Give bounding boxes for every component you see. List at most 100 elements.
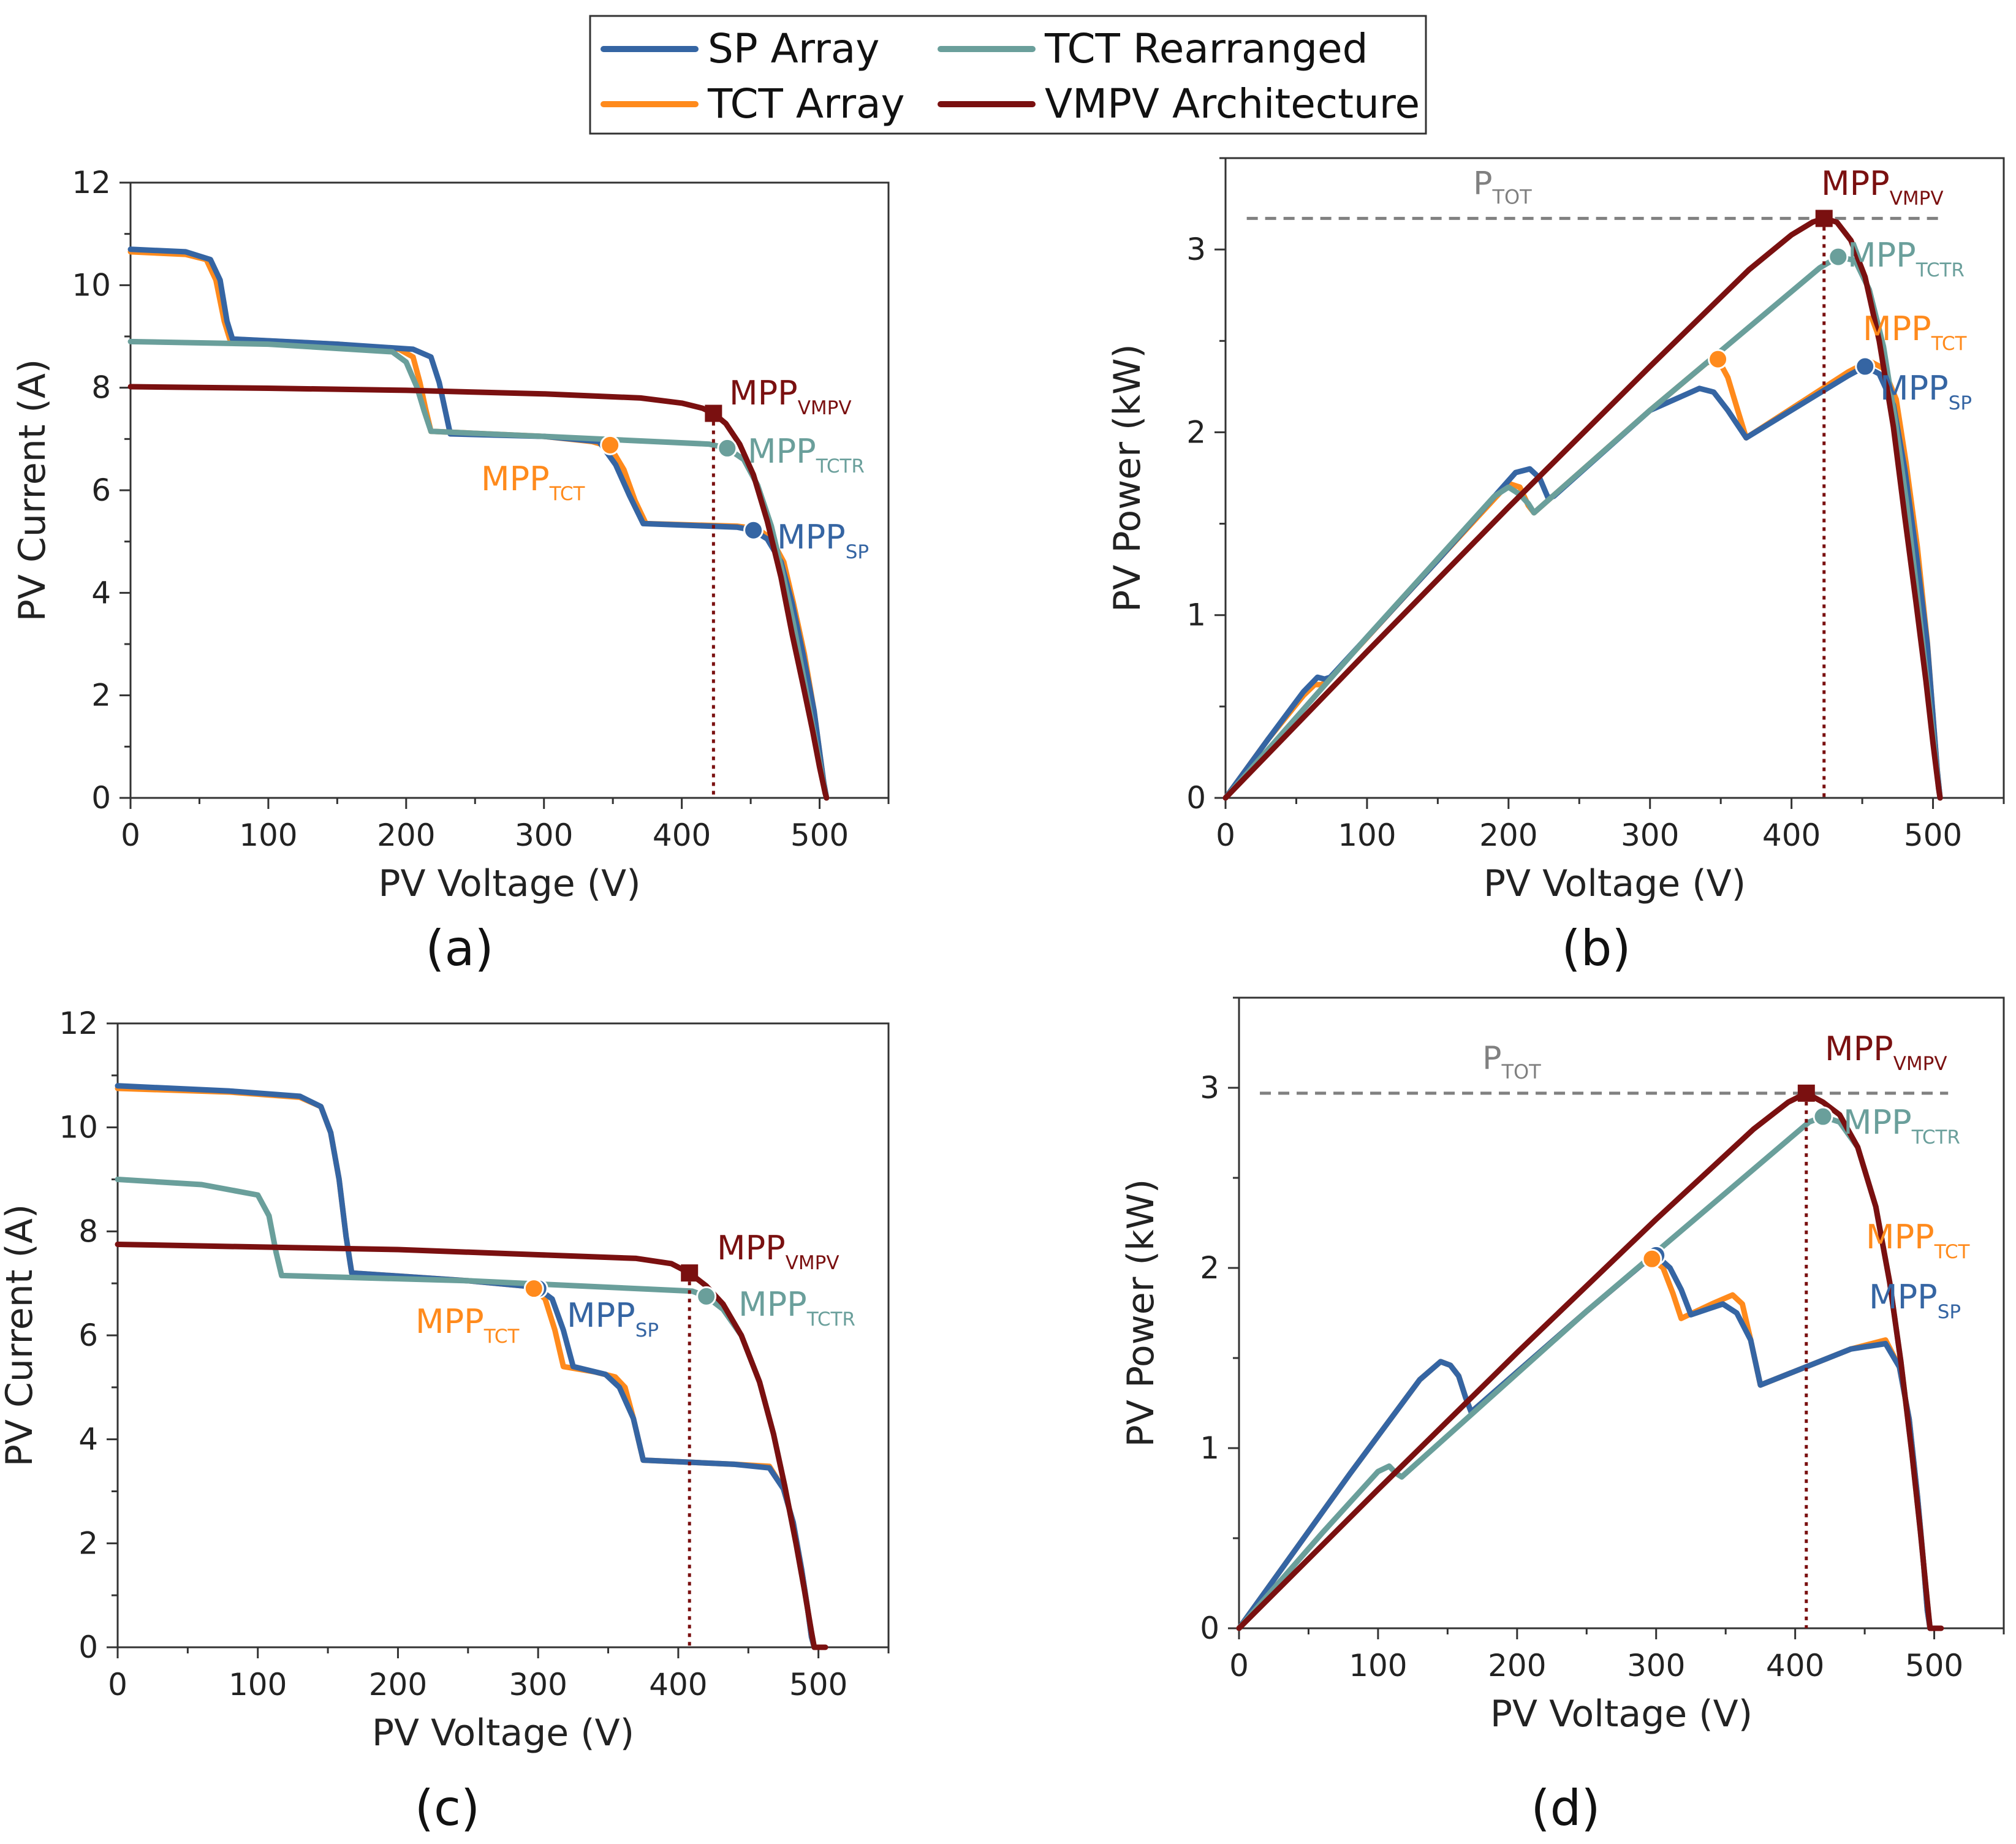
mpp-marker-tct xyxy=(1642,1248,1662,1269)
mpp-label-tct: MPPTCT xyxy=(1863,309,1967,355)
ptot-label-main: P xyxy=(1473,165,1492,202)
mpp-label-sub: VMPV xyxy=(1893,1053,1947,1075)
x-axis-label: PV Voltage (V) xyxy=(1484,862,1746,905)
x-tick-label: 200 xyxy=(369,1667,427,1702)
mpp-label-sub: TCT xyxy=(1931,333,1968,355)
mpp-marker-tctr xyxy=(696,1286,717,1307)
mpp-label-sub: TCTR xyxy=(1911,1126,1960,1148)
legend-label-tct: TCT Array xyxy=(707,80,905,127)
x-axis-label: PV Voltage (V) xyxy=(372,1712,634,1755)
mpp-label-main: MPP xyxy=(1843,1103,1912,1142)
ptot-label: PTOT xyxy=(1482,1040,1541,1083)
panel-caption: (d) xyxy=(1531,1780,1600,1837)
mpp-label-main: MPP xyxy=(717,1229,786,1267)
mpp-label-tctr: MPPTCTR xyxy=(1843,1103,1960,1148)
x-tick-label: 200 xyxy=(1488,1648,1546,1683)
panel-b: 0 100 200 300 400 500 0 1 2 3 PV Voltage (V) PV Pow… xyxy=(1106,157,2005,977)
y-tick-label: 3 xyxy=(1200,1070,1219,1106)
plot-frame-b xyxy=(1224,157,2005,799)
mpp-label-vmpv: MPPVMPV xyxy=(1821,164,1944,210)
y-tick-label: 2 xyxy=(78,1525,98,1561)
mpp-label-sub: TCTR xyxy=(1916,259,1965,281)
mpp-marker-sp xyxy=(743,520,764,541)
mpp-label-main: MPP xyxy=(415,1302,484,1341)
x-tick-label: 300 xyxy=(515,818,573,853)
panel-caption: (b) xyxy=(1561,920,1631,977)
x-tick-label: 400 xyxy=(1766,1648,1824,1683)
mpp-label-sub: VMPV xyxy=(786,1252,839,1274)
ptot-label: PTOT xyxy=(1473,165,1532,208)
mpp-label-main: MPP xyxy=(729,374,798,412)
x-tick-label: 100 xyxy=(1349,1648,1407,1683)
mpp-label-sub: SP xyxy=(1938,1301,1961,1323)
y-tick-label: 2 xyxy=(91,678,111,713)
panel-caption: (c) xyxy=(415,1780,480,1837)
x-tick-label: 500 xyxy=(1905,1648,1963,1683)
x-tick-label: 400 xyxy=(1762,818,1821,853)
ptot-label-sub: TOT xyxy=(1501,1060,1541,1083)
mpp-label-sp: MPPSP xyxy=(1869,1278,1961,1323)
series-line-tctr xyxy=(1236,1114,1933,1631)
mpp-label-main: MPP xyxy=(1825,1030,1893,1068)
y-tick-label: 8 xyxy=(78,1213,98,1249)
ptot-label-sub: TOT xyxy=(1491,185,1532,208)
mpp-label-main: MPP xyxy=(777,518,846,556)
mpp-marker-tct xyxy=(1708,349,1729,370)
panel-caption: (a) xyxy=(425,920,493,977)
mpp-label-sub: TCT xyxy=(1934,1241,1971,1263)
series-line-vmpv xyxy=(127,384,830,801)
mpp-marker-vmpv xyxy=(681,1264,699,1282)
ptot-label-main: P xyxy=(1482,1040,1501,1077)
y-tick-label: 0 xyxy=(91,780,111,816)
mpp-marker-sp xyxy=(1855,356,1876,377)
mpp-label-tctr: MPPTCTR xyxy=(1847,236,1965,281)
mpp-marker-vmpv xyxy=(705,404,722,422)
series-line-vmpv xyxy=(1236,1090,1944,1631)
mpp-label-sp: MPPSP xyxy=(567,1296,659,1341)
y-tick-label: 12 xyxy=(59,1006,98,1041)
mpp-label-main: MPP xyxy=(1847,236,1916,275)
series-line-sp xyxy=(115,1083,817,1650)
mpp-label-main: MPP xyxy=(1863,309,1931,348)
x-tick-label: 300 xyxy=(1621,818,1679,853)
x-tick-label: 200 xyxy=(1479,818,1537,853)
y-axis-label: PV Power (kW) xyxy=(1120,1179,1162,1448)
mpp-label-tct: MPPTCT xyxy=(415,1302,520,1348)
y-tick-label: 0 xyxy=(1186,780,1206,816)
legend-box xyxy=(589,15,1427,135)
y-tick-label: 0 xyxy=(78,1630,98,1665)
x-tick-label: 400 xyxy=(649,1667,707,1702)
y-tick-label: 3 xyxy=(1186,232,1206,267)
mpp-label-main: MPP xyxy=(738,1285,807,1324)
legend-label-tctr: TCT Rearranged xyxy=(1044,25,1368,72)
x-tick-label: 100 xyxy=(1338,818,1396,853)
mpp-marker-tct xyxy=(600,434,621,455)
mpp-label-main: MPP xyxy=(1880,369,1949,408)
mpp-label-sp: MPPSP xyxy=(1880,369,1972,414)
panel-a: 0 100 200 300 400 500 0 2 4 6 8 10 12 PV Voltage (V) P… xyxy=(11,165,890,977)
x-tick-label: 500 xyxy=(790,818,849,853)
mpp-label-vmpv: MPPVMPV xyxy=(729,374,852,419)
y-tick-label: 8 xyxy=(91,370,111,406)
plot-frame-d xyxy=(1238,996,2005,1630)
mpp-label-main: MPP xyxy=(481,460,550,498)
y-tick-label: 12 xyxy=(72,165,111,200)
y-tick-label: 4 xyxy=(78,1422,98,1457)
mpp-label-sub: TCT xyxy=(483,1326,520,1348)
y-tick-label: 2 xyxy=(1186,414,1206,450)
mpp-label-vmpv: MPPVMPV xyxy=(717,1229,839,1274)
mpp-marker-tctr xyxy=(1813,1106,1833,1127)
y-tick-label: 1 xyxy=(1200,1430,1219,1466)
series-line-tctr xyxy=(127,338,830,801)
mpp-label-main: MPP xyxy=(748,432,816,471)
mpp-label-tctr: MPPTCTR xyxy=(748,432,865,477)
mpp-label-main: MPP xyxy=(1821,164,1890,203)
x-tick-label: 0 xyxy=(121,818,140,853)
mpp-label-vmpv: MPPVMPV xyxy=(1825,1030,1947,1075)
panel-c: 0 100 200 300 400 500 0 2 4 6 8 10 12 PV Voltage (V) P… xyxy=(0,1006,890,1837)
x-tick-label: 300 xyxy=(509,1667,567,1702)
y-axis-label: PV Current (A) xyxy=(11,359,54,622)
mpp-label-sub: TCTR xyxy=(806,1308,855,1330)
mpp-label-sub: SP xyxy=(1949,392,1972,414)
mpp-label-sub: SP xyxy=(846,541,869,563)
